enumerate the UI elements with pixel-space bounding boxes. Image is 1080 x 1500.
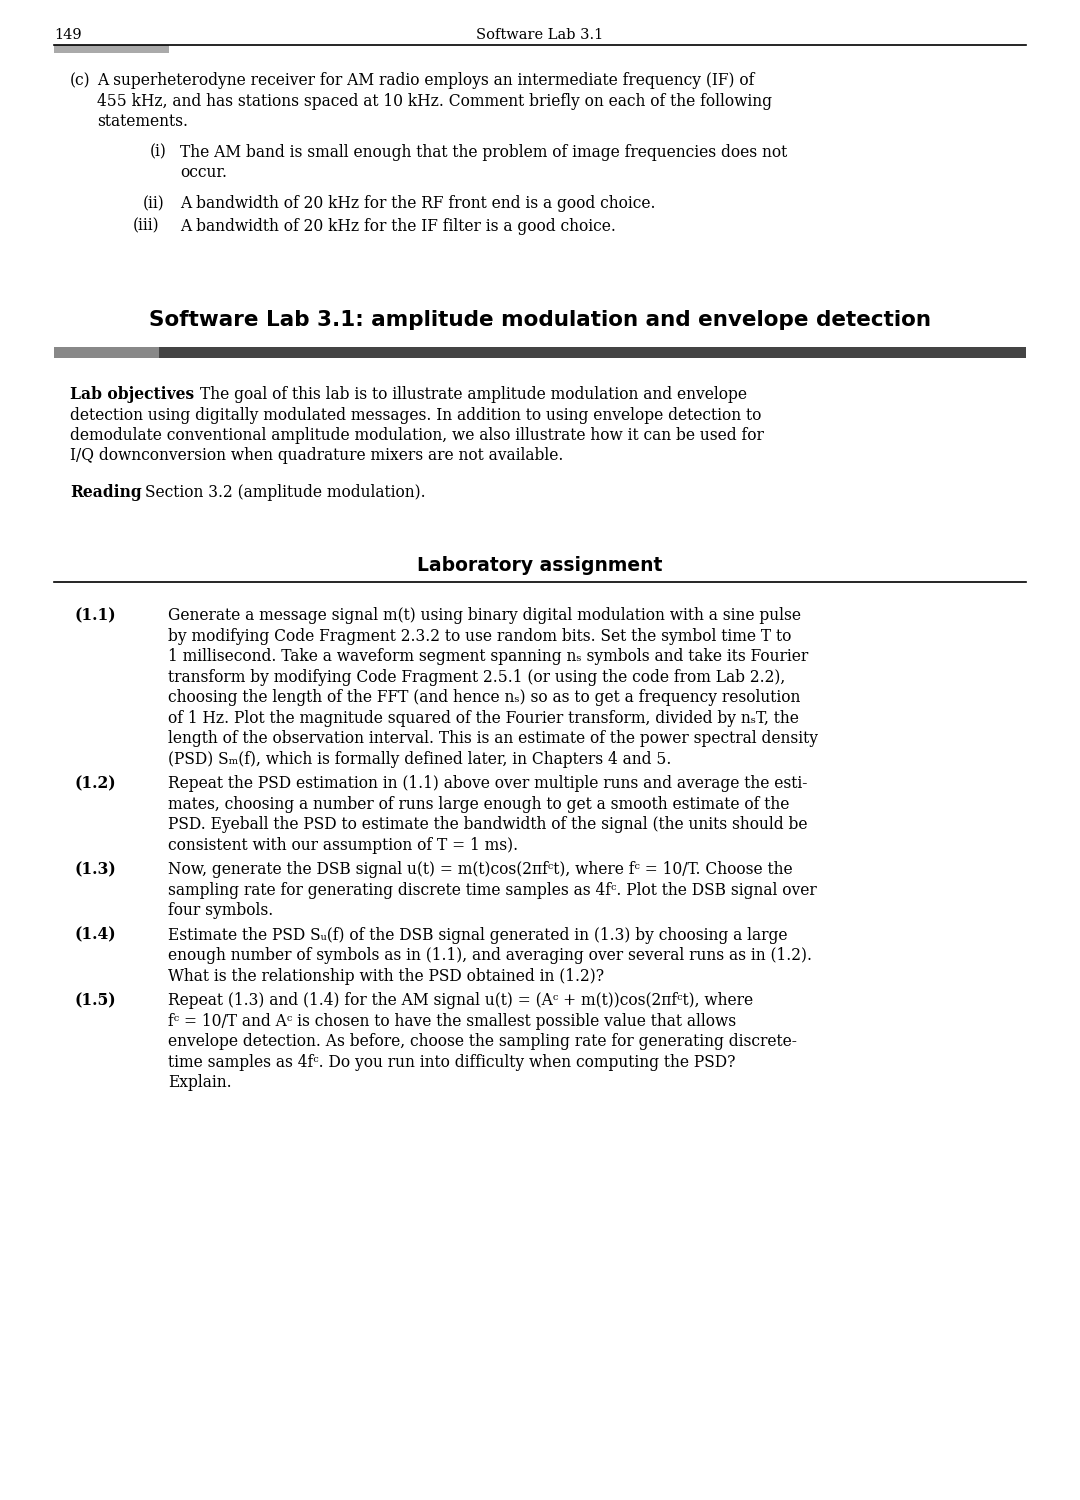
Text: 455 kHz, and has stations spaced at 10 kHz. Comment briefly on each of the follo: 455 kHz, and has stations spaced at 10 k…: [97, 93, 772, 110]
Text: of 1 Hz. Plot the magnitude squared of the Fourier transform, divided by nₛT, th: of 1 Hz. Plot the magnitude squared of t…: [168, 710, 799, 726]
Text: Software Lab 3.1: Software Lab 3.1: [476, 28, 604, 42]
Text: consistent with our assumption of T = 1 ms).: consistent with our assumption of T = 1 …: [168, 837, 518, 854]
Text: 1 millisecond. Take a waveform segment spanning nₛ symbols and take its Fourier: 1 millisecond. Take a waveform segment s…: [168, 648, 808, 664]
Text: length of the observation interval. This is an estimate of the power spectral de: length of the observation interval. This…: [168, 730, 818, 747]
Text: A bandwidth of 20 kHz for the RF front end is a good choice.: A bandwidth of 20 kHz for the RF front e…: [180, 195, 656, 211]
Text: choosing the length of the FFT (and hence nₛ) so as to get a frequency resolutio: choosing the length of the FFT (and henc…: [168, 688, 800, 706]
Text: demodulate conventional amplitude modulation, we also illustrate how it can be u: demodulate conventional amplitude modula…: [70, 427, 764, 444]
Text: (1.1): (1.1): [75, 608, 117, 624]
Text: mates, choosing a number of runs large enough to get a smooth estimate of the: mates, choosing a number of runs large e…: [168, 795, 789, 813]
Text: What is the relationship with the PSD obtained in (1.2)?: What is the relationship with the PSD ob…: [168, 968, 604, 984]
Text: (1.4): (1.4): [75, 927, 117, 944]
Text: occur.: occur.: [180, 165, 227, 182]
Text: time samples as 4fᶜ. Do you run into difficulty when computing the PSD?: time samples as 4fᶜ. Do you run into dif…: [168, 1053, 735, 1071]
Text: (c): (c): [70, 72, 91, 88]
Text: (iii): (iii): [133, 217, 160, 234]
Text: Repeat the PSD estimation in (1.1) above over multiple runs and average the esti: Repeat the PSD estimation in (1.1) above…: [168, 776, 808, 792]
Bar: [54, 346, 159, 358]
Text: Generate a message signal m(t) using binary digital modulation with a sine pulse: Generate a message signal m(t) using bin…: [168, 608, 801, 624]
Text: by modifying Code Fragment 2.3.2 to use random bits. Set the symbol time T to: by modifying Code Fragment 2.3.2 to use …: [168, 627, 792, 645]
Text: fᶜ = 10/T and Aᶜ is chosen to have the smallest possible value that allows: fᶜ = 10/T and Aᶜ is chosen to have the s…: [168, 1013, 737, 1029]
Text: (1.3): (1.3): [75, 861, 117, 877]
Text: (PSD) Sₘ(f), which is formally defined later, in Chapters 4 and 5.: (PSD) Sₘ(f), which is formally defined l…: [168, 750, 672, 768]
Text: Reading: Reading: [70, 484, 141, 501]
Text: transform by modifying Code Fragment 2.5.1 (or using the code from Lab 2.2),: transform by modifying Code Fragment 2.5…: [168, 669, 785, 686]
Text: statements.: statements.: [97, 112, 188, 130]
Text: A superheterodyne receiver for AM radio employs an intermediate frequency (IF) o: A superheterodyne receiver for AM radio …: [97, 72, 754, 88]
Text: (1.2): (1.2): [75, 776, 117, 792]
Text: Now, generate the DSB signal u(t) = m(t)cos(2πfᶜt), where fᶜ = 10/T. Choose the: Now, generate the DSB signal u(t) = m(t)…: [168, 861, 793, 877]
Text: (1.5): (1.5): [75, 992, 117, 1010]
Text: Explain.: Explain.: [168, 1074, 231, 1090]
Text: (i): (i): [150, 144, 167, 160]
Bar: [54, 346, 1026, 358]
Text: envelope detection. As before, choose the sampling rate for generating discrete-: envelope detection. As before, choose th…: [168, 1034, 797, 1050]
Text: detection using digitally modulated messages. In addition to using envelope dete: detection using digitally modulated mess…: [70, 406, 761, 423]
Text: Software Lab 3.1: amplitude modulation and envelope detection: Software Lab 3.1: amplitude modulation a…: [149, 310, 931, 330]
Text: 149: 149: [54, 28, 82, 42]
Text: (ii): (ii): [143, 195, 165, 211]
Text: PSD. Eyeball the PSD to estimate the bandwidth of the signal (the units should b: PSD. Eyeball the PSD to estimate the ban…: [168, 816, 808, 833]
Text: sampling rate for generating discrete time samples as 4fᶜ. Plot the DSB signal o: sampling rate for generating discrete ti…: [168, 882, 816, 898]
Text: I/Q downconversion when quadrature mixers are not available.: I/Q downconversion when quadrature mixer…: [70, 447, 564, 465]
Text: enough number of symbols as in (1.1), and averaging over several runs as in (1.2: enough number of symbols as in (1.1), an…: [168, 946, 812, 964]
Bar: [54, 45, 168, 53]
Text: Repeat (1.3) and (1.4) for the AM signal u(t) = (Aᶜ + m(t))cos(2πfᶜt), where: Repeat (1.3) and (1.4) for the AM signal…: [168, 992, 753, 1010]
Text: A bandwidth of 20 kHz for the IF filter is a good choice.: A bandwidth of 20 kHz for the IF filter …: [180, 217, 616, 234]
Text: Laboratory assignment: Laboratory assignment: [417, 556, 663, 574]
Text: The goal of this lab is to illustrate amplitude modulation and envelope: The goal of this lab is to illustrate am…: [200, 386, 747, 404]
Text: The AM band is small enough that the problem of image frequencies does not: The AM band is small enough that the pro…: [180, 144, 787, 160]
Text: Section 3.2 (amplitude modulation).: Section 3.2 (amplitude modulation).: [145, 484, 426, 501]
Text: Estimate the PSD Sᵤ(f) of the DSB signal generated in (1.3) by choosing a large: Estimate the PSD Sᵤ(f) of the DSB signal…: [168, 927, 787, 944]
Text: four symbols.: four symbols.: [168, 902, 273, 920]
Text: Lab objectives: Lab objectives: [70, 386, 194, 404]
